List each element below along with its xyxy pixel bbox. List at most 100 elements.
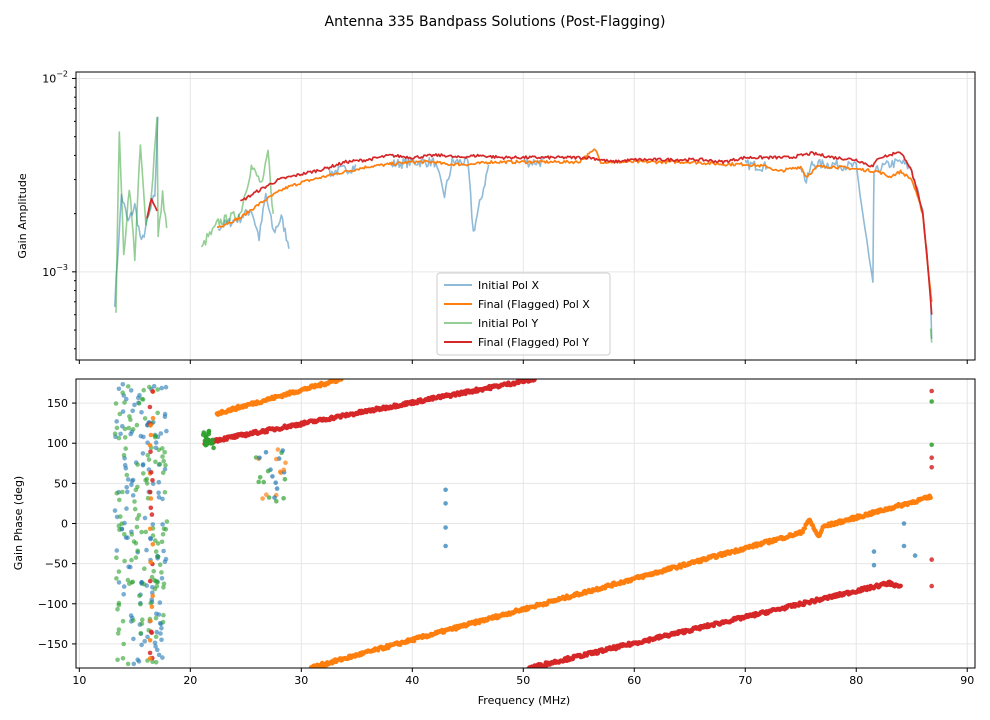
phase-point-cluster <box>264 492 269 498</box>
figure-title: Antenna 335 Bandpass Solutions (Post-Fla… <box>325 14 666 30</box>
phase-point-pol-y-initial <box>206 428 212 434</box>
phase-point-pol-y-initial <box>117 527 122 532</box>
phase-point-pol-y-initial <box>164 519 170 524</box>
phase-point-pol-y-initial <box>121 641 126 647</box>
phase-point-pol-y-initial <box>120 618 126 624</box>
phase-point-pol-x-initial <box>156 652 162 658</box>
phase-point-cluster <box>260 496 265 501</box>
phase-point-pol-y-initial <box>115 607 120 612</box>
phase-point-pol-x-initial <box>140 462 146 468</box>
phase-ytick-label: 150 <box>47 397 68 410</box>
phase-point-pol-y-initial <box>126 425 132 431</box>
phase-point-flagged-column <box>147 404 153 410</box>
phase-point-outlier <box>871 549 877 554</box>
phase-point-pol-y-initial <box>121 452 127 458</box>
phase-point-pol-y-initial <box>124 472 130 478</box>
phase-point-pol-x-initial <box>121 584 127 589</box>
phase-point-pol-y-initial <box>135 516 140 521</box>
phase-xtick-label: 80 <box>849 674 863 687</box>
phase-point-outlier <box>443 487 448 493</box>
phase-point-pol-x-initial <box>116 386 122 392</box>
phase-point-pol-x-initial <box>142 515 148 521</box>
phase-point-pol-y-initial <box>202 438 208 444</box>
phase-point-pol-y-initial <box>160 532 166 537</box>
phase-ramp-pol-x-final <box>339 379 344 382</box>
phase-point-pol-y-initial <box>153 549 159 554</box>
phase-point-cluster <box>270 474 275 479</box>
phase-point-pol-x-initial <box>128 431 133 437</box>
phase-point-pol-y-initial <box>112 431 118 437</box>
phase-point-flagged-column <box>148 496 154 501</box>
legend-label-pol-x-final: Final (Flagged) Pol X <box>478 298 590 311</box>
phase-point-pol-x-initial <box>159 637 164 643</box>
phase-point-pol-y-initial <box>130 427 136 432</box>
phase-point-pol-y-initial <box>161 458 166 464</box>
phase-point-flagged-column <box>148 629 154 635</box>
phase-point-pol-y-initial <box>116 569 122 574</box>
phase-point-cluster <box>274 456 279 462</box>
phase-point-pol-x-initial <box>158 631 163 636</box>
phase-point-pol-x-initial <box>128 613 134 618</box>
phase-point-pol-y-initial <box>130 579 136 585</box>
phase-point-pol-y-initial <box>143 529 149 535</box>
phase-xtick-label: 20 <box>183 674 197 687</box>
phase-xtick-label: 50 <box>516 674 530 687</box>
phase-point-pol-x-initial <box>139 642 144 648</box>
phase-point-pol-y-initial <box>152 577 157 583</box>
phase-point-pol-x-initial <box>114 548 120 553</box>
phase-point-pol-x-initial <box>144 547 149 553</box>
phase-point-pol-y-initial <box>114 576 119 581</box>
phase-point-pol-y-initial <box>115 631 121 636</box>
phase-point-pol-y-initial <box>116 435 122 441</box>
phase-xtick-label: 90 <box>960 674 974 687</box>
phase-point-pol-y-initial <box>161 612 166 618</box>
phase-point-pol-x-initial <box>120 409 126 414</box>
phase-point-pol-x-initial <box>163 556 169 562</box>
phase-point-pol-x-initial <box>114 419 119 424</box>
phase-point-cluster <box>273 480 279 486</box>
phase-point-pol-y-initial <box>153 634 159 640</box>
phase-point-pol-x-initial <box>124 484 129 490</box>
phase-point-pol-x-initial <box>150 522 156 527</box>
phase-point-pol-y-initial <box>122 532 127 537</box>
phase-point-pol-y-initial <box>154 583 160 589</box>
phase-ytick-label: 100 <box>47 437 68 450</box>
phase-point-pol-y-initial <box>118 514 123 519</box>
phase-ytick-label: −50 <box>45 558 68 571</box>
phase-point-flagged-column <box>147 526 153 532</box>
phase-point-pol-x-initial <box>128 388 134 393</box>
phase-point-pol-y-initial <box>138 601 143 607</box>
amp-ytick-label: 10−3 <box>42 263 68 279</box>
phase-xtick-label: 70 <box>738 674 752 687</box>
phase-point-pol-y-initial <box>125 577 131 583</box>
phase-point-pol-y-initial <box>160 619 166 625</box>
phase-point-pol-y-initial <box>153 660 159 665</box>
phase-point-pol-y-initial <box>140 617 145 622</box>
phase-point-pol-y-initial <box>157 562 163 567</box>
phase-point-outlier <box>871 562 877 568</box>
phase-point-pol-y-initial <box>113 401 119 406</box>
legend-label-pol-y-initial: Initial Pol Y <box>478 317 538 330</box>
phase-point-pol-x-initial <box>156 495 162 500</box>
phase-point-flagged-column <box>147 443 153 448</box>
phase-point-pol-y-initial <box>114 490 120 496</box>
phase-point-pol-y-initial <box>127 414 132 419</box>
legend: Initial Pol X Final (Flagged) Pol X Init… <box>436 272 611 356</box>
phase-point-pol-x-initial <box>158 431 164 436</box>
phase-point-edge <box>929 399 934 404</box>
phase-point-flagged-column <box>148 505 154 511</box>
phase-point-flagged-column <box>147 638 153 643</box>
phase-point-pol-x-initial <box>120 382 126 387</box>
phase-point-pol-y-initial <box>153 538 158 543</box>
phase-point-edge <box>929 455 934 461</box>
phase-point-pol-x-initial <box>118 431 123 437</box>
phase-point-pol-y-initial <box>136 401 142 406</box>
phase-point-pol-y-initial <box>141 471 146 476</box>
phase-point-pol-y-initial <box>144 476 150 482</box>
phase-point-pol-y-initial <box>150 533 156 538</box>
phase-point-outlier <box>901 521 907 526</box>
phase-point-pol-x-initial <box>164 428 169 434</box>
phase-point-pol-y-initial <box>133 487 139 493</box>
phase-point-pol-y-initial <box>127 581 132 586</box>
phase-xtick-label: 30 <box>294 674 308 687</box>
